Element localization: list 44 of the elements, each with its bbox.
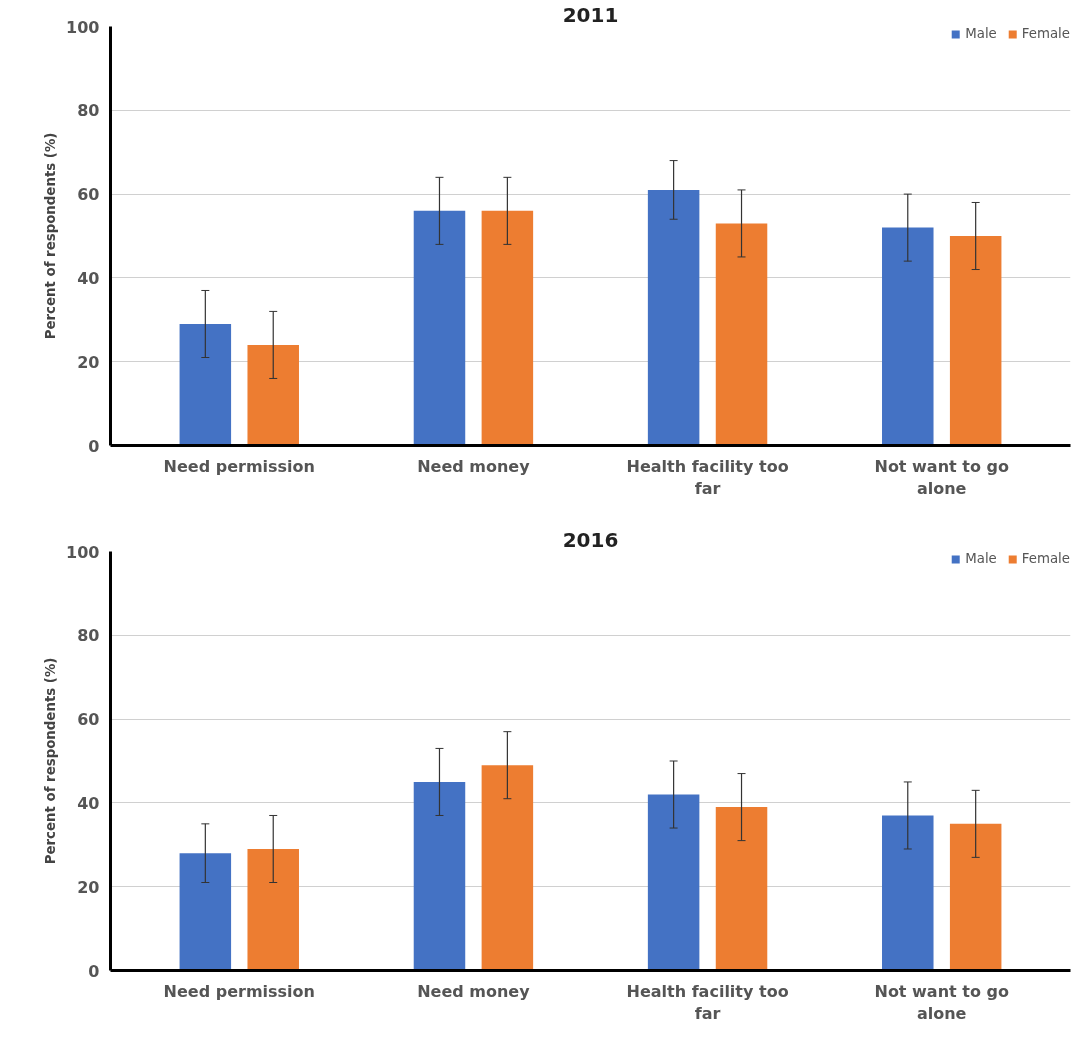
y-axis-title: Percent of respondents (%) (43, 657, 59, 865)
y-tick-label: 60 (77, 185, 100, 205)
bar (413, 210, 466, 446)
bar (882, 815, 934, 971)
x-tick-label: Need money (417, 981, 531, 1001)
y-tick-label: 80 (77, 101, 100, 121)
bar (247, 848, 299, 971)
bar (882, 227, 934, 446)
bar (179, 323, 232, 446)
y-tick-label: 20 (77, 877, 100, 897)
bar (647, 794, 700, 971)
bar (247, 344, 299, 446)
y-tick-label: 0 (88, 961, 100, 981)
x-tick-label: Health facility too far (626, 456, 789, 499)
chart-title: 2011 (562, 2, 619, 27)
bar (481, 210, 534, 446)
chart-title: 2016 (562, 527, 619, 552)
y-tick-label: 0 (88, 436, 100, 456)
bar (413, 781, 466, 971)
bar (647, 189, 700, 446)
x-tick-label: Health facility too far (626, 981, 789, 1024)
y-tick-label: 80 (77, 626, 100, 646)
bar (949, 236, 1002, 446)
bar (715, 223, 768, 446)
bar (481, 765, 534, 971)
x-tick-label: Not want to go alone (874, 456, 1009, 499)
legend-label: Female (1021, 551, 1070, 566)
legend-label: Male (965, 551, 997, 566)
bar (949, 823, 1002, 971)
y-axis-title: Percent of respondents (%) (43, 132, 59, 340)
bar (715, 807, 768, 971)
y-tick-label: 20 (77, 352, 100, 372)
legend-label: Female (1021, 26, 1070, 41)
y-tick-label: 40 (77, 268, 100, 288)
y-tick-label: 100 (66, 542, 100, 562)
x-tick-label: Need permission (163, 456, 315, 476)
x-tick-label: Not want to go alone (874, 981, 1009, 1024)
bar (179, 853, 232, 971)
x-tick-label: Need permission (163, 981, 315, 1001)
legend-label: Male (965, 26, 997, 41)
x-tick-label: Need money (417, 456, 531, 476)
y-tick-label: 100 (66, 17, 100, 37)
y-tick-label: 60 (77, 710, 100, 730)
y-tick-label: 40 (77, 793, 100, 813)
